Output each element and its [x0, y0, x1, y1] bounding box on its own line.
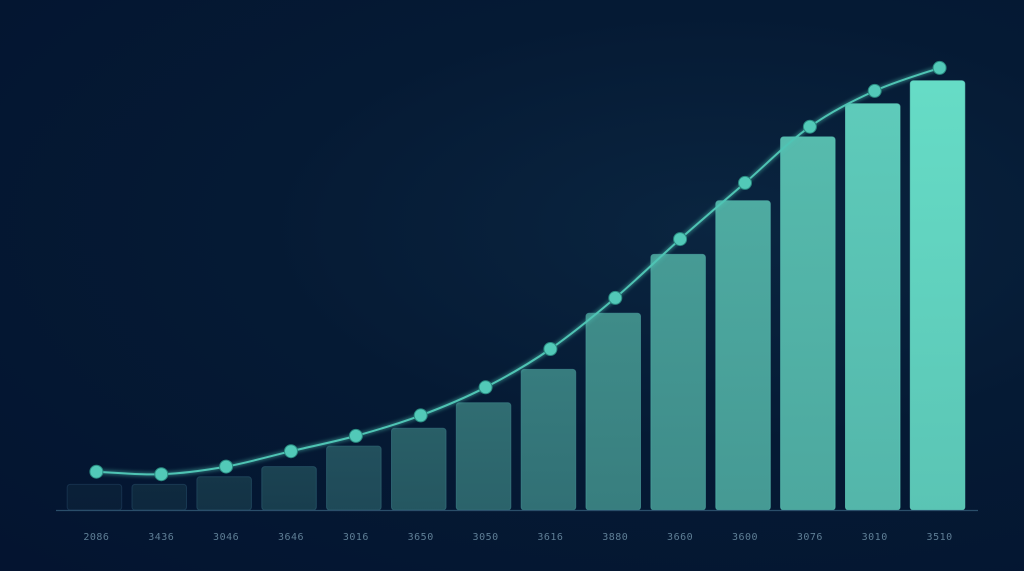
- line-point-11: [738, 175, 752, 190]
- bar-2: [131, 483, 187, 511]
- x-tick-label: 3600: [732, 532, 758, 543]
- x-tick-label: 3510: [927, 532, 953, 543]
- x-tick-label: 2086: [83, 532, 109, 543]
- x-tick-label: 3046: [213, 532, 239, 543]
- line-point-12: [802, 119, 817, 134]
- x-tick-labels: 2086 3436 3046 3646 3016 3650 3050 3616 3880 3660…: [83, 532, 952, 543]
- x-tick-label: 3436: [148, 532, 174, 543]
- bar-13: [845, 103, 901, 511]
- line-point-13: [867, 83, 882, 98]
- bar-3: [196, 476, 252, 511]
- x-tick-label: 3616: [537, 532, 563, 543]
- trend-line: [96, 66, 940, 476]
- line-point-2: [154, 467, 169, 482]
- line-point-9: [608, 290, 623, 305]
- line-point-1: [89, 464, 104, 479]
- line-point-4: [284, 444, 298, 459]
- bar-8: [520, 368, 577, 511]
- bar-series: [66, 80, 966, 511]
- line-point-8: [543, 342, 558, 356]
- x-tick-label: 3646: [278, 532, 304, 543]
- bar-6: [391, 427, 447, 511]
- x-tick-label: 3010: [862, 532, 888, 543]
- bar-10: [650, 253, 706, 511]
- bar-5: [326, 445, 382, 511]
- bar-1: [66, 483, 123, 511]
- x-tick-label: 3660: [667, 532, 693, 543]
- x-tick-label: 3050: [473, 532, 499, 543]
- line-point-7: [478, 380, 493, 395]
- x-tick-label: 3016: [343, 532, 369, 543]
- line-series: [89, 60, 947, 482]
- line-point-6: [413, 408, 428, 423]
- bar-11: [715, 200, 771, 511]
- line-point-5: [348, 428, 363, 443]
- bar-9: [585, 312, 641, 511]
- bar-14: [909, 80, 966, 511]
- x-tick-label: 3076: [797, 532, 823, 543]
- x-tick-label: 3880: [602, 532, 628, 543]
- line-point-10: [673, 232, 688, 247]
- bar-12: [780, 136, 836, 511]
- line-point-3: [219, 459, 234, 474]
- x-tick-label: 3650: [408, 532, 434, 543]
- line-point-14: [932, 60, 947, 75]
- bar-7: [455, 402, 512, 511]
- bar-4: [261, 466, 317, 511]
